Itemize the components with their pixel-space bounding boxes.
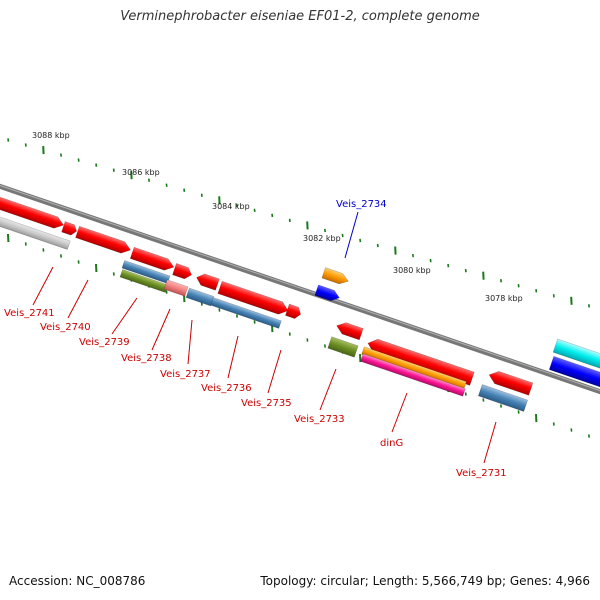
gene-feature-veis-2738[interactable] (172, 263, 194, 280)
gene-label-group: Veis_2741 Veis_2740 Veis_2739 Veis_2738 … (4, 199, 507, 479)
callout-veis-2741 (32, 266, 54, 306)
gene-label-veis-2739: Veis_2739 (79, 337, 130, 348)
gene-label-veis-2735: Veis_2735 (241, 398, 292, 409)
gene-feature-veis-2733[interactable] (335, 320, 364, 341)
gene-feature-veis-2736[interactable] (217, 280, 290, 317)
gene-label-ding: dinG (380, 438, 403, 449)
callout-veis-2733 (319, 368, 337, 411)
gene-feature-steel-2[interactable] (185, 287, 215, 307)
callout-veis-2736 (227, 335, 239, 379)
gene-callouts (32, 211, 497, 464)
callout-veis-2739 (111, 297, 138, 335)
gene-label-veis-2740: Veis_2740 (40, 322, 91, 333)
callout-veis-2740 (67, 279, 89, 319)
gene-feature-veis-2731[interactable] (487, 369, 534, 396)
topology-summary: Topology: circular; Length: 5,566,749 bp… (260, 574, 590, 588)
accession-label: Accession: NC_008786 (9, 574, 146, 588)
genome-backbone-highlight (0, 184, 600, 392)
gene-feature-olive-1[interactable] (119, 269, 169, 293)
callout-veis-2738 (151, 308, 171, 351)
callout-veis-2735 (267, 349, 282, 394)
callout-veis-2737 (187, 319, 193, 365)
gene-label-veis-2737: Veis_2737 (160, 369, 211, 380)
gene-label-veis-2736: Veis_2736 (201, 383, 252, 394)
gene-feature-veis-2739[interactable] (129, 246, 176, 273)
scale-label-3080: 3080 kbp (393, 266, 431, 275)
gene-label-veis-2741: Veis_2741 (4, 308, 55, 319)
gene-feature-veis-2741[interactable] (0, 194, 65, 231)
gene-label-veis-2734: Veis_2734 (336, 199, 387, 210)
scale-label-3084: 3084 kbp (212, 202, 250, 211)
genome-title: Verminephrobacter eiseniae EF01-2, compl… (120, 9, 480, 24)
gene-feature-red-small-1[interactable] (61, 221, 79, 237)
gene-feature-olive-2[interactable] (327, 336, 359, 358)
gene-feature-veis-2735[interactable] (285, 303, 302, 320)
gene-feature-blue-1[interactable] (548, 355, 600, 389)
gene-feature-veis-2737[interactable] (195, 272, 220, 291)
scale-label-3086: 3086 kbp (122, 168, 160, 177)
gene-label-veis-2738: Veis_2738 (121, 353, 172, 364)
callout-veis-2731 (483, 421, 497, 464)
gene-label-veis-2733: Veis_2733 (294, 414, 345, 425)
gene-feature-veis-2734[interactable] (314, 284, 341, 303)
gene-feature-cyan-1[interactable] (552, 338, 600, 370)
gene-feature-steel-3[interactable] (210, 297, 282, 329)
gene-feature-steel-4[interactable] (477, 384, 529, 412)
callout-veis-2734 (344, 211, 359, 259)
scale-labels: 3088 kbp 3086 kbp 3084 kbp 3082 kbp 3080… (32, 131, 523, 303)
gene-feature-veis-2740[interactable] (75, 225, 133, 255)
gene-label-veis-2731: Veis_2731 (456, 468, 507, 479)
scale-label-3088: 3088 kbp (32, 131, 70, 140)
scale-label-3082: 3082 kbp (303, 234, 341, 243)
gene-feature-gray-bar[interactable] (0, 214, 71, 250)
callout-ding (391, 392, 408, 433)
scale-label-3078: 3078 kbp (485, 294, 523, 303)
gene-feature-magenta-1[interactable] (360, 353, 466, 397)
gene-feature-veis-2734-orange[interactable] (321, 267, 350, 287)
gene-features (0, 194, 600, 412)
gene-feature-pink-1[interactable] (163, 279, 189, 297)
genome-backbone (0, 183, 600, 395)
